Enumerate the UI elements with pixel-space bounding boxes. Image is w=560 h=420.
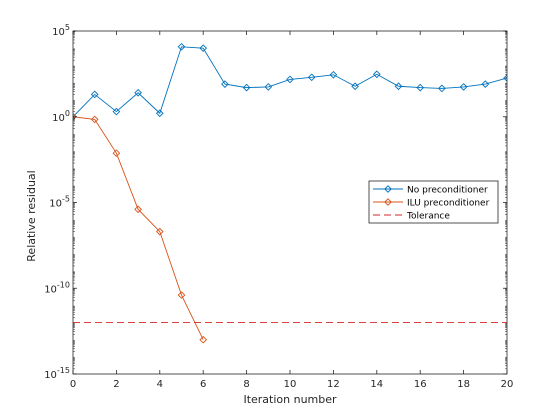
- x-axis-ticks: 0 2 4 6 8 10 12 14 16 18 20: [70, 31, 514, 390]
- y-tick-exponent: -10: [57, 280, 70, 289]
- y-tick-base: 10: [44, 370, 57, 381]
- x-tick-label: 8: [243, 379, 249, 390]
- y-tick-base: 10: [44, 284, 57, 295]
- data-point-ilu-preconditioner: [73, 112, 77, 121]
- data-point-no-preconditioner: [264, 83, 273, 91]
- data-point-no-preconditioner: [307, 73, 316, 82]
- data-point-no-preconditioner: [394, 82, 403, 91]
- data-point-no-preconditioner: [459, 83, 468, 91]
- data-point-ilu-preconditioner: [134, 205, 142, 214]
- y-tick-label: 105: [52, 23, 70, 38]
- x-tick-label: 18: [457, 379, 470, 390]
- data-point-no-preconditioner: [351, 82, 359, 91]
- data-point-no-preconditioner: [286, 75, 294, 84]
- data-point-no-preconditioner: [372, 70, 381, 79]
- data-point-no-preconditioner: [177, 42, 186, 51]
- legend-label-tolerance: Tolerance: [406, 212, 450, 222]
- x-tick-label: 12: [327, 379, 340, 390]
- data-point-no-preconditioner: [481, 80, 490, 88]
- legend: No preconditioner ILU preconditioner Toler…: [368, 180, 499, 224]
- series-group: [73, 42, 507, 344]
- data-point-ilu-preconditioner: [155, 227, 164, 236]
- data-point-no-preconditioner: [155, 109, 164, 118]
- x-tick-label: 6: [200, 379, 206, 390]
- x-tick-label: 10: [284, 379, 297, 390]
- series-line-no-preconditioner: [73, 46, 507, 118]
- y-axis-label: Relative residual: [25, 170, 38, 261]
- x-tick-label: 2: [113, 379, 119, 390]
- y-tick-label: 10-5: [49, 195, 70, 210]
- y-tick-exponent: -15: [57, 366, 70, 375]
- y-tick-exponent: -5: [62, 195, 70, 204]
- legend-marker-ilu-preconditioner: [384, 198, 392, 206]
- data-point-ilu-preconditioner: [112, 149, 121, 158]
- y-tick-base: 10: [49, 199, 62, 210]
- x-tick-label: 0: [70, 379, 76, 390]
- data-point-ilu-preconditioner: [199, 335, 208, 344]
- x-axis-label: Iteration number: [243, 393, 337, 406]
- y-tick-label: 10-15: [44, 366, 70, 381]
- y-tick-label: 10-10: [44, 280, 70, 295]
- legend-marker-no-preconditioner: [384, 185, 392, 193]
- data-point-no-preconditioner: [90, 90, 99, 99]
- data-point-no-preconditioner: [134, 88, 142, 97]
- legend-label-no-preconditioner: No preconditioner: [407, 186, 488, 196]
- legend-label-ilu-preconditioner: ILU preconditioner: [407, 199, 490, 209]
- data-point-no-preconditioner: [503, 74, 507, 82]
- y-tick-base: 10: [52, 113, 65, 124]
- data-point-no-preconditioner: [221, 80, 229, 88]
- data-point-ilu-preconditioner: [177, 291, 186, 299]
- data-point-no-preconditioner: [416, 83, 425, 92]
- x-tick-label: 4: [157, 379, 163, 390]
- y-tick-label: 100: [52, 109, 70, 124]
- data-point-ilu-preconditioner: [90, 115, 99, 124]
- x-tick-label: 14: [370, 379, 383, 390]
- x-tick-label: 16: [414, 379, 427, 390]
- y-tick-exponent: 0: [65, 109, 70, 118]
- series-line-ilu-preconditioner: [73, 116, 204, 340]
- data-point-no-preconditioner: [329, 70, 338, 79]
- y-tick-base: 10: [52, 27, 65, 38]
- data-point-no-preconditioner: [242, 83, 251, 92]
- data-point-no-preconditioner: [199, 44, 208, 52]
- y-tick-exponent: 5: [65, 23, 70, 32]
- data-point-no-preconditioner: [438, 84, 446, 93]
- data-point-no-preconditioner: [112, 107, 121, 116]
- x-tick-label: 20: [501, 379, 514, 390]
